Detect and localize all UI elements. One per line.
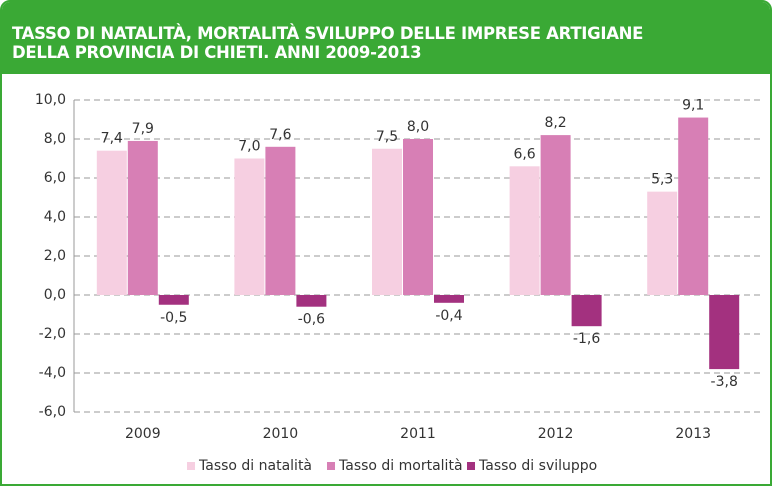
- chart-title: TASSO DI NATALITÀ, MORTALITÀ SVILUPPO DE…: [12, 24, 644, 43]
- data-label: -1,6: [573, 331, 600, 347]
- data-label: 7,6: [269, 127, 291, 143]
- legend-swatch: [327, 462, 335, 470]
- y-tick-label: -6,0: [39, 404, 66, 420]
- bar: [647, 191, 678, 295]
- data-label: -0,4: [435, 308, 462, 324]
- y-tick-label: -4,0: [39, 365, 66, 381]
- bar: [678, 117, 709, 295]
- legend-swatch: [187, 462, 195, 470]
- x-tick-label: 2013: [675, 426, 711, 442]
- data-label: 7,9: [132, 121, 154, 137]
- data-label: -0,5: [160, 310, 187, 326]
- chart-title: DELLA PROVINCIA DI CHIETI. ANNI 2009-201…: [12, 43, 422, 62]
- x-tick-label: 2012: [538, 426, 574, 442]
- bar: [434, 295, 464, 303]
- bar: [403, 139, 433, 295]
- legend-label: Tasso di natalità: [198, 458, 312, 474]
- y-tick-label: 6,0: [44, 170, 66, 186]
- y-tick-label: 4,0: [44, 209, 66, 225]
- header: TASSO DI NATALITÀ, MORTALITÀ SVILUPPO DE…: [2, 2, 770, 74]
- bar: [296, 295, 327, 307]
- legend-swatch: [467, 462, 475, 470]
- bar: [571, 295, 602, 327]
- data-label: 5,3: [651, 172, 673, 188]
- y-tick-label: 8,0: [44, 131, 66, 147]
- bar: [540, 135, 571, 295]
- data-label: 9,1: [682, 98, 704, 114]
- y-tick-label: -2,0: [39, 326, 66, 342]
- bar: [265, 146, 296, 295]
- data-label: 6,6: [513, 146, 535, 162]
- y-tick-label: 0,0: [44, 287, 66, 303]
- data-label: 8,2: [544, 115, 566, 131]
- bar: [96, 150, 127, 295]
- y-tick-label: 10,0: [35, 92, 66, 108]
- bar: [158, 295, 189, 305]
- bar: [709, 295, 740, 370]
- legend-label: Tasso di mortalità: [338, 458, 463, 474]
- data-label: -0,6: [298, 312, 325, 328]
- bar: [234, 158, 265, 295]
- data-label: -3,8: [711, 374, 738, 390]
- x-tick-label: 2010: [263, 426, 299, 442]
- data-label: 7,5: [376, 129, 398, 145]
- data-label: 7,4: [101, 131, 123, 147]
- x-tick-label: 2011: [400, 426, 436, 442]
- bar: [127, 140, 158, 295]
- bar: [509, 166, 540, 295]
- bar: [372, 148, 402, 295]
- y-tick-label: 2,0: [44, 248, 66, 264]
- legend-label: Tasso di sviluppo: [478, 458, 597, 474]
- data-label: 7,0: [238, 139, 260, 155]
- data-label: 8,0: [407, 119, 429, 135]
- x-tick-label: 2009: [125, 426, 161, 442]
- chart: -6,0 -4,0 -2,0 0,0 2,0 4,0 6,0 8,0 10,0 2009 7,4 7,…: [35, 92, 762, 474]
